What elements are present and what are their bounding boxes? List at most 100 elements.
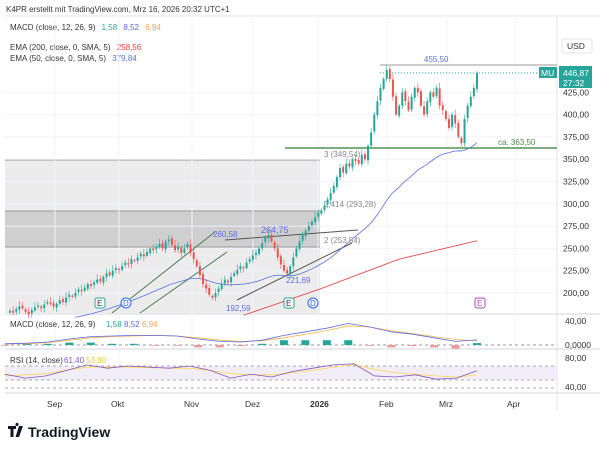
candle-body — [205, 284, 208, 289]
candle-body — [189, 244, 192, 253]
candle-body — [208, 288, 211, 295]
candle-body — [273, 242, 276, 249]
macd-histogram-bar — [65, 342, 74, 345]
candle-body — [142, 254, 145, 257]
candle-body — [441, 105, 444, 111]
candle-body — [130, 259, 133, 264]
candle-body — [174, 245, 177, 251]
macd-histogram-bar — [322, 340, 331, 345]
macd-histogram-bar — [365, 345, 374, 346]
price-axis-label: 225,00 — [563, 266, 589, 276]
candle-body — [472, 87, 475, 97]
currency-button[interactable] — [561, 38, 593, 54]
candle-body — [251, 255, 254, 260]
candle-body — [435, 87, 438, 96]
candle-body — [298, 241, 301, 249]
event-earnings[interactable]: E — [283, 297, 295, 309]
candle-body — [186, 243, 189, 248]
macd-histogram-bar — [194, 345, 203, 348]
event-earnings[interactable]: E — [94, 297, 106, 309]
price-axis-label: 375,00 — [563, 132, 589, 142]
candle-body — [385, 70, 388, 79]
candle-body — [354, 159, 357, 161]
candle-body — [438, 88, 441, 106]
candle-body — [164, 241, 167, 250]
candle-body — [267, 235, 270, 239]
annotation-260: 260,58 — [213, 230, 238, 239]
macd-signal-value: 6,94 — [145, 23, 161, 32]
macd-legend-label: MACD (close, 12, 26, 9) — [10, 23, 96, 32]
candle-body — [30, 309, 33, 314]
support-trend-line[interactable] — [236, 242, 353, 301]
candle-body — [357, 159, 360, 164]
candle-body — [9, 310, 11, 313]
candle-body — [413, 87, 416, 98]
symbol-label: MU — [541, 68, 554, 78]
candles — [9, 65, 478, 318]
time-axis-label: Okt — [111, 399, 125, 409]
candle-body — [180, 247, 183, 253]
candle-body — [444, 111, 447, 120]
candle-body — [242, 267, 245, 269]
time-axis[interactable]: Sep Okt Nov Dez 2026 Feb Mrz Apr — [47, 399, 520, 409]
price-axis[interactable]: 425,00 400,00 375,00 350,00 325,00 300,00 275,… — [563, 87, 589, 298]
resistance-trend-line[interactable] — [224, 229, 359, 241]
ema50-line — [75, 142, 478, 318]
candle-body — [401, 92, 404, 106]
candle-body — [342, 167, 345, 173]
candle-body — [391, 79, 394, 97]
event-dividend[interactable]: D — [120, 297, 132, 309]
candle-body — [286, 270, 289, 274]
candle-body — [379, 87, 382, 101]
channel-lower-line[interactable] — [139, 251, 228, 314]
last-price-badge — [559, 66, 592, 88]
macd-line — [4, 322, 478, 345]
price-axis-label: 400,00 — [563, 110, 589, 120]
candle-body — [24, 309, 27, 312]
macd-histogram-bar — [1, 345, 9, 346]
candle-body — [304, 230, 307, 237]
candle-body — [195, 260, 198, 267]
tradingview-logo-text: TradingView — [28, 424, 110, 440]
macd-value: 8,52 — [123, 23, 139, 32]
candle-body — [245, 262, 248, 269]
candle-body — [18, 306, 21, 310]
candle-body — [236, 269, 239, 274]
macd-histogram-bar — [172, 345, 181, 346]
event-dividend[interactable]: D — [307, 297, 319, 309]
svg-text:D: D — [123, 299, 129, 308]
time-axis-label: Mrz — [439, 399, 453, 409]
rsi-line — [4, 363, 478, 380]
candle-body — [469, 96, 472, 107]
candle-body — [351, 159, 354, 168]
candle-body — [158, 243, 161, 248]
macd-histogram-bar — [279, 340, 288, 345]
macd-histogram-bar — [129, 343, 138, 345]
grid — [5, 16, 557, 393]
event-earnings-upcoming[interactable]: E — [474, 297, 486, 309]
macd-histogram-bar — [258, 343, 267, 345]
candle-body — [52, 303, 55, 307]
candle-body — [80, 289, 83, 292]
currency-label: USD — [567, 41, 585, 51]
candle-body — [111, 270, 114, 276]
candle-body — [155, 246, 158, 250]
ema200-label: EMA (200, close, 0, SMA, 5) — [10, 43, 111, 52]
candle-body — [454, 115, 457, 124]
candle-body — [77, 289, 80, 292]
candle-body — [447, 119, 450, 128]
candle-body — [21, 305, 24, 309]
time-axis-label: Sep — [47, 399, 62, 409]
candle-body — [114, 268, 117, 271]
candle-body — [170, 238, 173, 245]
annotation-192: 192,59 — [226, 304, 251, 313]
candle-body — [15, 309, 18, 312]
countdown: 27:32 — [563, 78, 585, 88]
macd-histogram-bar — [237, 345, 245, 347]
macd-pane-label: MACD (close, 12, 26, 9) — [10, 320, 96, 329]
tradingview-logo[interactable]: TradingView — [8, 422, 110, 440]
candle-body — [276, 248, 279, 258]
candle-body — [326, 199, 329, 205]
candle-body — [367, 145, 370, 161]
